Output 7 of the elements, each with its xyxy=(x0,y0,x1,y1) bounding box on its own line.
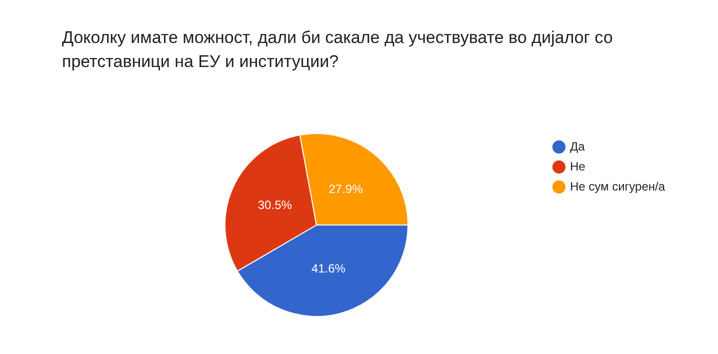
data-label: 41.6% xyxy=(311,261,346,276)
legend-label: Да xyxy=(570,139,586,154)
data-label: 27.9% xyxy=(328,182,364,196)
legend-label: Не xyxy=(570,159,586,174)
chart-title: Доколку имате можност, дали би сакале да учествувате во дијалог со претставници на ЕУ и институции? xyxy=(62,27,614,73)
data-label: 30.5% xyxy=(258,198,292,212)
legend-label: Не сум сигурен/а xyxy=(570,179,666,194)
